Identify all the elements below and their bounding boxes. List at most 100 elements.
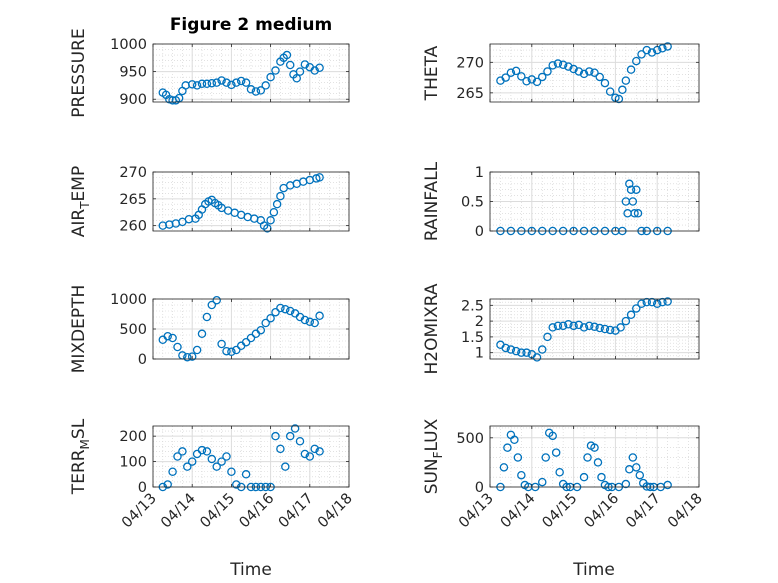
data-point [276, 303, 285, 313]
subplot-rainfall: 0 0.5 1 RAINFALL [422, 161, 700, 241]
data-point [600, 324, 610, 334]
data-point [538, 477, 547, 487]
data-point [499, 463, 509, 472]
data-point [517, 348, 526, 357]
data-point [628, 197, 638, 206]
data-point [637, 299, 646, 308]
data-point [241, 470, 251, 479]
data-point [579, 69, 589, 79]
data-point [251, 87, 261, 96]
y-tick-label: 100 [119, 455, 147, 471]
y-tick-label: 1000 [110, 37, 147, 53]
data-point [315, 447, 324, 456]
data-point [266, 216, 275, 225]
data-point [635, 470, 645, 480]
data-point [548, 431, 557, 441]
data-point [633, 209, 643, 218]
data-point [310, 444, 319, 454]
data-point [593, 458, 603, 467]
data-point [207, 454, 217, 464]
data-point [276, 191, 285, 201]
data-point [597, 472, 606, 482]
tick-marks [489, 171, 700, 232]
data-point [532, 77, 542, 87]
data-point [282, 50, 292, 60]
y-tick-label: 500 [119, 322, 147, 338]
data-point [212, 78, 221, 87]
data-point [271, 431, 280, 441]
data-point [232, 480, 241, 489]
data-point [202, 312, 212, 322]
data-point [506, 345, 516, 354]
data-point [276, 444, 285, 454]
y-tick-label: 0 [138, 480, 147, 496]
data-point [590, 322, 599, 332]
minor-grid [490, 172, 699, 231]
data-point [553, 59, 563, 68]
data-point [600, 78, 610, 88]
data-point [647, 297, 657, 307]
data-point [555, 467, 564, 477]
data-point [553, 321, 563, 331]
data-point [202, 79, 212, 89]
data-point [217, 339, 226, 349]
data-point [227, 347, 236, 357]
data-point [538, 345, 547, 354]
data-point [637, 50, 646, 59]
data-point [510, 435, 519, 445]
y-tick-label: 260 [119, 219, 147, 235]
data-point [212, 462, 221, 471]
data-point [266, 313, 275, 323]
data-point [241, 78, 251, 87]
data-point [632, 56, 641, 66]
data-point [605, 87, 615, 96]
data-point [178, 447, 187, 456]
data-point [579, 472, 589, 482]
axes-box [152, 171, 350, 232]
y-tick-label: 950 [119, 65, 147, 81]
y-axis-label: MIXDEPTH [69, 285, 89, 374]
data-point [541, 453, 550, 462]
data-point [590, 443, 599, 452]
data-point [595, 72, 604, 82]
tick-marks [489, 44, 700, 102]
data-point [292, 73, 301, 83]
data-point [207, 300, 217, 310]
data-point [574, 67, 584, 76]
data-point [285, 431, 295, 441]
figure-title: Figure 2 medium [170, 15, 332, 35]
data-point [256, 86, 266, 95]
y-tick-label: 2 [475, 314, 484, 330]
data-point [564, 320, 573, 329]
y-axis-label: TERRMSL [69, 418, 92, 495]
data-point [212, 295, 221, 305]
axes-box [489, 425, 700, 488]
data-point [168, 333, 177, 343]
data-point [527, 75, 537, 84]
data-point [300, 315, 310, 325]
data-point [192, 81, 202, 90]
data-point [207, 78, 217, 88]
data-point [246, 85, 256, 94]
tick-marks [489, 299, 700, 359]
y-axis-label: SUNFLUX [422, 418, 445, 494]
y-tick-label: 2.5 [461, 298, 484, 314]
data-point [256, 325, 266, 335]
data-point [618, 85, 627, 95]
data-point [632, 185, 641, 194]
data-point [663, 480, 672, 490]
data-point [543, 332, 552, 342]
data-point [271, 66, 280, 75]
data-point [246, 333, 256, 343]
data-point [621, 316, 631, 326]
data-point [630, 209, 639, 218]
data-point [272, 199, 282, 209]
data-point [305, 452, 315, 461]
y-axis-label: RAINFALL [422, 161, 442, 241]
data-point [564, 62, 573, 71]
data-point [628, 453, 638, 462]
data-point [663, 297, 672, 306]
axes-box [152, 43, 350, 103]
data-point [558, 321, 568, 331]
